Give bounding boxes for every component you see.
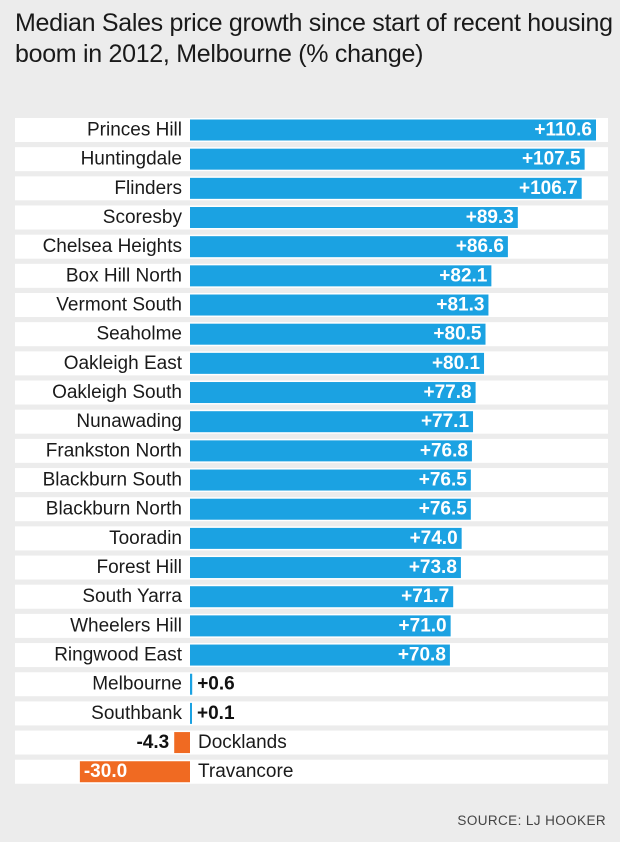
category-label-tooradin: Tooradin bbox=[109, 528, 182, 549]
value-label-vermont-south: +81.3 bbox=[436, 295, 484, 316]
category-label-princes-hill: Princes Hill bbox=[87, 120, 182, 141]
category-label-wheelers-hill: Wheelers Hill bbox=[70, 615, 182, 636]
category-label-southbank: Southbank bbox=[91, 703, 182, 724]
category-label-oakleigh-east: Oakleigh East bbox=[64, 353, 183, 374]
value-label-scoresby: +89.3 bbox=[466, 207, 514, 228]
bar-flinders bbox=[190, 177, 582, 199]
bar-tooradin bbox=[190, 527, 462, 549]
value-label-blackburn-south: +76.5 bbox=[419, 470, 468, 491]
category-label-melbourne: Melbourne bbox=[92, 674, 182, 695]
bar-docklands bbox=[174, 732, 190, 754]
category-label-oakleigh-south: Oakleigh South bbox=[52, 382, 182, 403]
value-label-wheelers-hill: +71.0 bbox=[399, 615, 447, 636]
bar-melbourne bbox=[190, 673, 193, 695]
bar-box-hill-north bbox=[190, 265, 492, 287]
value-label-blackburn-north: +76.5 bbox=[419, 499, 468, 520]
bar-travancore bbox=[79, 761, 190, 783]
bar-huntingdale bbox=[190, 148, 585, 170]
value-label-southbank: +0.1 bbox=[197, 703, 235, 724]
bar-vermont-south bbox=[190, 294, 489, 316]
bar-scoresby bbox=[190, 207, 518, 229]
category-label-chelsea-heights: Chelsea Heights bbox=[43, 236, 182, 257]
bar-chelsea-heights bbox=[190, 236, 508, 258]
bar-seaholme bbox=[190, 323, 486, 345]
row-background-melbourne bbox=[15, 672, 608, 697]
category-label-scoresby: Scoresby bbox=[103, 207, 183, 228]
bar-princes-hill bbox=[190, 119, 596, 141]
bar-southbank bbox=[190, 702, 192, 724]
value-label-seaholme: +80.5 bbox=[433, 324, 482, 345]
bar-nunawading bbox=[190, 411, 474, 433]
category-label-box-hill-north: Box Hill North bbox=[66, 265, 182, 286]
value-label-flinders: +106.7 bbox=[519, 178, 578, 199]
category-label-frankston-north: Frankston North bbox=[46, 440, 182, 461]
bar-oakleigh-east bbox=[190, 352, 485, 374]
value-label-box-hill-north: +82.1 bbox=[439, 265, 488, 286]
category-label-forest-hill: Forest Hill bbox=[96, 557, 182, 578]
value-label-south-yarra: +71.7 bbox=[401, 586, 449, 607]
value-label-ringwood-east: +70.8 bbox=[398, 645, 446, 666]
category-label-blackburn-south: Blackburn South bbox=[43, 470, 182, 491]
bar-blackburn-north bbox=[190, 498, 471, 520]
value-label-tooradin: +74.0 bbox=[410, 528, 458, 549]
value-label-chelsea-heights: +86.6 bbox=[456, 236, 504, 257]
value-label-docklands: -4.3 bbox=[136, 732, 169, 753]
chart-title: Median Sales price growth since start of… bbox=[15, 9, 613, 68]
value-label-oakleigh-east: +80.1 bbox=[432, 353, 481, 374]
value-label-frankston-north: +76.8 bbox=[420, 440, 468, 461]
row-background-southbank bbox=[15, 701, 608, 726]
row-background-docklands bbox=[15, 730, 608, 755]
category-label-ringwood-east: Ringwood East bbox=[54, 645, 183, 666]
category-label-travancore: Travancore bbox=[198, 761, 293, 782]
value-label-oakleigh-south: +77.8 bbox=[424, 382, 472, 403]
value-label-forest-hill: +73.8 bbox=[409, 557, 457, 578]
value-label-huntingdale: +107.5 bbox=[522, 149, 581, 170]
bar-blackburn-south bbox=[190, 469, 471, 491]
category-label-docklands: Docklands bbox=[198, 732, 287, 753]
value-label-nunawading: +77.1 bbox=[421, 411, 470, 432]
category-label-seaholme: Seaholme bbox=[96, 324, 182, 345]
source-note: SOURCE: LJ HOOKER bbox=[457, 813, 606, 828]
bar-forest-hill bbox=[190, 557, 461, 579]
category-label-vermont-south: Vermont South bbox=[56, 295, 182, 316]
category-label-flinders: Flinders bbox=[114, 178, 182, 199]
value-label-princes-hill: +110.6 bbox=[534, 120, 592, 141]
category-label-huntingdale: Huntingdale bbox=[81, 149, 182, 170]
category-label-blackburn-north: Blackburn North bbox=[46, 499, 182, 520]
value-label-melbourne: +0.6 bbox=[197, 674, 235, 695]
bar-oakleigh-south bbox=[190, 382, 476, 404]
bar-south-yarra bbox=[190, 586, 454, 608]
category-label-south-yarra: South Yarra bbox=[82, 586, 182, 607]
bar-wheelers-hill bbox=[190, 615, 451, 637]
category-label-nunawading: Nunawading bbox=[76, 411, 182, 432]
bar-ringwood-east bbox=[190, 644, 450, 666]
value-label-travancore: -30.0 bbox=[84, 761, 127, 782]
bar-frankston-north bbox=[190, 440, 472, 462]
